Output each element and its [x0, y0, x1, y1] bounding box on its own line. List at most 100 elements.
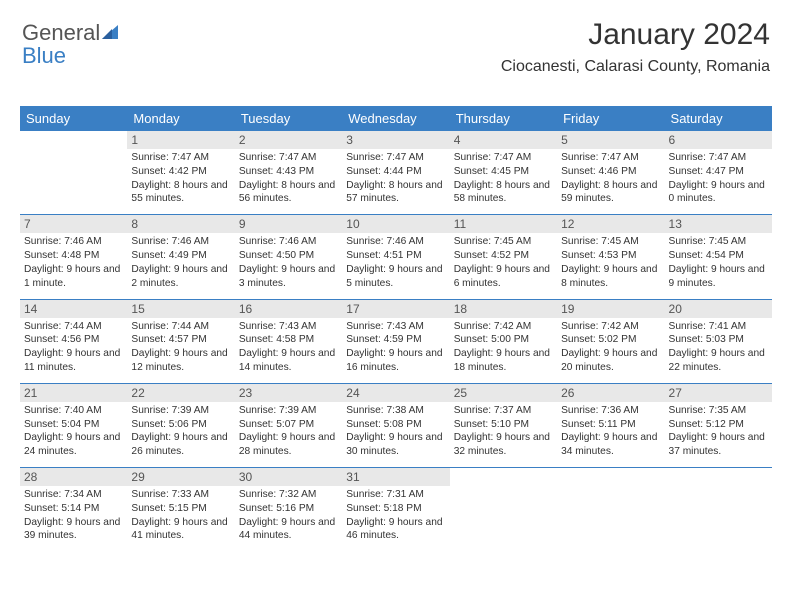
day-details: Sunrise: 7:43 AM Sunset: 4:58 PM Dayligh… [239, 320, 338, 375]
calendar-cell: 3 Sunrise: 7:47 AM Sunset: 4:44 PM Daylig… [342, 131, 449, 215]
day-number: 25 [450, 384, 557, 402]
day-details: Sunrise: 7:31 AM Sunset: 5:18 PM Dayligh… [346, 488, 445, 543]
day-details: Sunrise: 7:39 AM Sunset: 5:06 PM Dayligh… [131, 404, 230, 459]
day-number: 18 [450, 300, 557, 318]
calendar-cell: 29Sunrise: 7:33 AM Sunset: 5:15 PM Dayli… [127, 468, 234, 552]
calendar-week-row: 7Sunrise: 7:46 AM Sunset: 4:48 PM Daylig… [20, 215, 772, 299]
day-number: 27 [665, 384, 772, 402]
day-details: Sunrise: 7:33 AM Sunset: 5:15 PM Dayligh… [131, 488, 230, 543]
calendar-cell: 27 Sunrise: 7:35 AM Sunset: 5:12 PM Dayli… [665, 383, 772, 467]
day-header: Saturday [665, 106, 772, 131]
day-details: Sunrise: 7:47 AM Sunset: 4:42 PM Dayligh… [131, 151, 230, 206]
calendar-cell: 5 Sunrise: 7:47 AM Sunset: 4:46 PM Daylig… [557, 131, 664, 215]
calendar-week-row: 14 Sunrise: 7:44 AM Sunset: 4:56 PM Dayli… [20, 299, 772, 383]
day-number: 13 [665, 215, 772, 233]
day-number: 12 [557, 215, 664, 233]
calendar-cell: 9 Sunrise: 7:46 AM Sunset: 4:50 PM Daylig… [235, 215, 342, 299]
calendar-cell [20, 131, 127, 215]
day-details: Sunrise: 7:35 AM Sunset: 5:12 PM Dayligh… [669, 404, 768, 459]
day-details: Sunrise: 7:41 AM Sunset: 5:03 PM Dayligh… [669, 320, 768, 375]
day-number: 11 [450, 215, 557, 233]
calendar-cell: 25Sunrise: 7:37 AM Sunset: 5:10 PM Dayli… [450, 383, 557, 467]
header-right: January 2024 Ciocanesti, Calarasi County… [501, 18, 770, 76]
day-details: Sunrise: 7:47 AM Sunset: 4:43 PM Dayligh… [239, 151, 338, 206]
day-number: 21 [20, 384, 127, 402]
day-number: 16 [235, 300, 342, 318]
day-details: Sunrise: 7:47 AM Sunset: 4:45 PM Dayligh… [454, 151, 553, 206]
day-header: Monday [127, 106, 234, 131]
day-details: Sunrise: 7:46 AM Sunset: 4:50 PM Dayligh… [239, 235, 338, 290]
day-details: Sunrise: 7:44 AM Sunset: 4:57 PM Dayligh… [131, 320, 230, 375]
day-details: Sunrise: 7:46 AM Sunset: 4:49 PM Dayligh… [131, 235, 230, 290]
calendar-cell: 20 Sunrise: 7:41 AM Sunset: 5:03 PM Dayli… [665, 299, 772, 383]
calendar-cell: 24 Sunrise: 7:38 AM Sunset: 5:08 PM Dayli… [342, 383, 449, 467]
calendar-cell: 31 Sunrise: 7:31 AM Sunset: 5:18 PM Dayli… [342, 468, 449, 552]
calendar-cell: 15 Sunrise: 7:44 AM Sunset: 4:57 PM Dayli… [127, 299, 234, 383]
day-details: Sunrise: 7:40 AM Sunset: 5:04 PM Dayligh… [24, 404, 123, 459]
calendar-cell: 12 Sunrise: 7:45 AM Sunset: 4:53 PM Dayli… [557, 215, 664, 299]
day-details: Sunrise: 7:36 AM Sunset: 5:11 PM Dayligh… [561, 404, 660, 459]
calendar-cell: 23Sunrise: 7:39 AM Sunset: 5:07 PM Dayli… [235, 383, 342, 467]
calendar-cell: 7Sunrise: 7:46 AM Sunset: 4:48 PM Daylig… [20, 215, 127, 299]
day-details: Sunrise: 7:32 AM Sunset: 5:16 PM Dayligh… [239, 488, 338, 543]
day-details: Sunrise: 7:47 AM Sunset: 4:47 PM Dayligh… [669, 151, 768, 206]
calendar-cell [557, 468, 664, 552]
day-number: 26 [557, 384, 664, 402]
calendar-cell: 28 Sunrise: 7:34 AM Sunset: 5:14 PM Dayli… [20, 468, 127, 552]
calendar-table: Sunday Monday Tuesday Wednesday Thursday… [20, 106, 772, 551]
day-details: Sunrise: 7:42 AM Sunset: 5:00 PM Dayligh… [454, 320, 553, 375]
calendar-cell [665, 468, 772, 552]
day-number: 3 [342, 131, 449, 149]
day-number: 17 [342, 300, 449, 318]
calendar-week-row: 21 Sunrise: 7:40 AM Sunset: 5:04 PM Dayli… [20, 383, 772, 467]
day-details: Sunrise: 7:47 AM Sunset: 4:44 PM Dayligh… [346, 151, 445, 206]
day-number: 14 [20, 300, 127, 318]
day-header: Friday [557, 106, 664, 131]
calendar-cell: 14 Sunrise: 7:44 AM Sunset: 4:56 PM Dayli… [20, 299, 127, 383]
calendar-cell: 1 Sunrise: 7:47 AM Sunset: 4:42 PM Daylig… [127, 131, 234, 215]
logo-text-1: General [22, 20, 100, 45]
day-number: 20 [665, 300, 772, 318]
day-details: Sunrise: 7:45 AM Sunset: 4:53 PM Dayligh… [561, 235, 660, 290]
day-number: 28 [20, 468, 127, 486]
day-number: 24 [342, 384, 449, 402]
day-number: 9 [235, 215, 342, 233]
calendar-cell: 13 Sunrise: 7:45 AM Sunset: 4:54 PM Dayli… [665, 215, 772, 299]
day-number: 6 [665, 131, 772, 149]
calendar-cell: 19Sunrise: 7:42 AM Sunset: 5:02 PM Dayli… [557, 299, 664, 383]
day-number: 22 [127, 384, 234, 402]
day-header: Sunday [20, 106, 127, 131]
month-title: January 2024 [501, 18, 770, 52]
day-number: 10 [342, 215, 449, 233]
day-number: 15 [127, 300, 234, 318]
calendar-cell: 16 Sunrise: 7:43 AM Sunset: 4:58 PM Dayli… [235, 299, 342, 383]
calendar-week-row: 28 Sunrise: 7:34 AM Sunset: 5:14 PM Dayli… [20, 468, 772, 552]
day-number: 5 [557, 131, 664, 149]
calendar-cell: 30Sunrise: 7:32 AM Sunset: 5:16 PM Dayli… [235, 468, 342, 552]
calendar-cell: 22 Sunrise: 7:39 AM Sunset: 5:06 PM Dayli… [127, 383, 234, 467]
day-header: Tuesday [235, 106, 342, 131]
day-number: 2 [235, 131, 342, 149]
day-details: Sunrise: 7:47 AM Sunset: 4:46 PM Dayligh… [561, 151, 660, 206]
day-details: Sunrise: 7:45 AM Sunset: 4:54 PM Dayligh… [669, 235, 768, 290]
day-header: Thursday [450, 106, 557, 131]
day-details: Sunrise: 7:45 AM Sunset: 4:52 PM Dayligh… [454, 235, 553, 290]
logo: General Blue [22, 20, 122, 69]
day-details: Sunrise: 7:46 AM Sunset: 4:51 PM Dayligh… [346, 235, 445, 290]
calendar-cell: 18 Sunrise: 7:42 AM Sunset: 5:00 PM Dayli… [450, 299, 557, 383]
day-number: 19 [557, 300, 664, 318]
day-header: Wednesday [342, 106, 449, 131]
day-number: 31 [342, 468, 449, 486]
day-details: Sunrise: 7:34 AM Sunset: 5:14 PM Dayligh… [24, 488, 123, 543]
location-text: Ciocanesti, Calarasi County, Romania [501, 58, 770, 76]
calendar-cell: 10 Sunrise: 7:46 AM Sunset: 4:51 PM Dayli… [342, 215, 449, 299]
day-details: Sunrise: 7:44 AM Sunset: 4:56 PM Dayligh… [24, 320, 123, 375]
logo-sail-icon [102, 21, 122, 47]
calendar-cell: 8Sunrise: 7:46 AM Sunset: 4:49 PM Daylig… [127, 215, 234, 299]
day-details: Sunrise: 7:38 AM Sunset: 5:08 PM Dayligh… [346, 404, 445, 459]
day-number: 4 [450, 131, 557, 149]
calendar-cell: 2 Sunrise: 7:47 AM Sunset: 4:43 PM Daylig… [235, 131, 342, 215]
day-number: 7 [20, 215, 127, 233]
day-details: Sunrise: 7:43 AM Sunset: 4:59 PM Dayligh… [346, 320, 445, 375]
day-number: 1 [127, 131, 234, 149]
